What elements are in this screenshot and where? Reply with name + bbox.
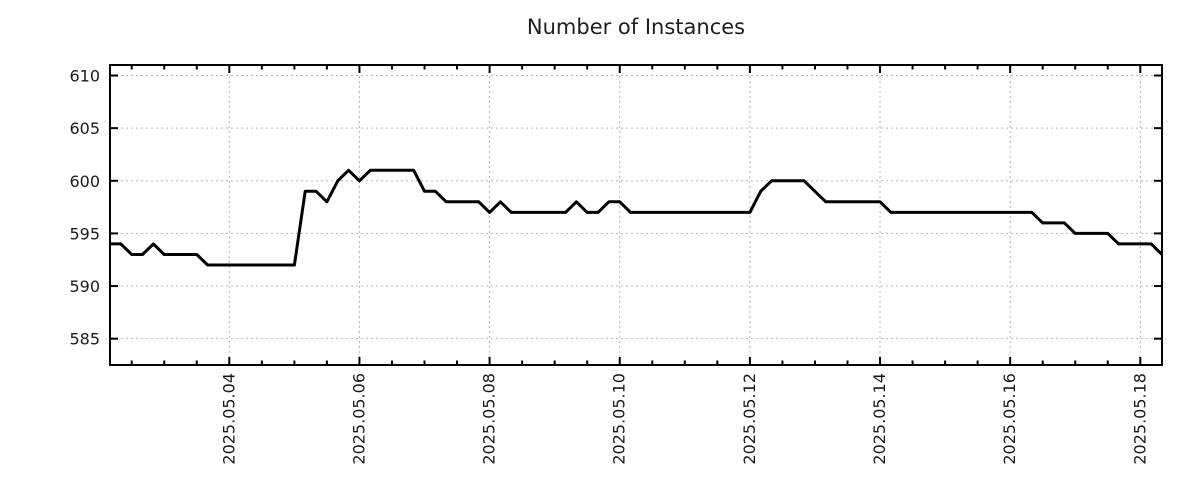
x-tick-label: 2025.05.12 xyxy=(740,373,759,465)
x-tick-label: 2025.05.18 xyxy=(1130,373,1149,465)
x-tick-label: 2025.05.04 xyxy=(219,373,238,465)
y-tick-label: 585 xyxy=(69,330,100,349)
chart-title: Number of Instances xyxy=(526,15,746,39)
y-tick-label: 610 xyxy=(69,67,100,86)
x-tick-label: 2025.05.08 xyxy=(480,373,499,465)
x-tick-label: 2025.05.06 xyxy=(349,373,368,465)
data-line xyxy=(110,168,1164,267)
plot-border xyxy=(109,64,1163,366)
x-tick-label: 2025.05.16 xyxy=(1000,373,1019,465)
x-tick-label: 2025.05.10 xyxy=(610,373,629,465)
y-tick-label: 600 xyxy=(69,172,100,191)
y-tick-label: 590 xyxy=(69,277,100,296)
x-tick-label: 2025.05.14 xyxy=(870,373,889,465)
y-tick-label: 605 xyxy=(69,119,100,138)
y-tick-label: 595 xyxy=(69,224,100,243)
